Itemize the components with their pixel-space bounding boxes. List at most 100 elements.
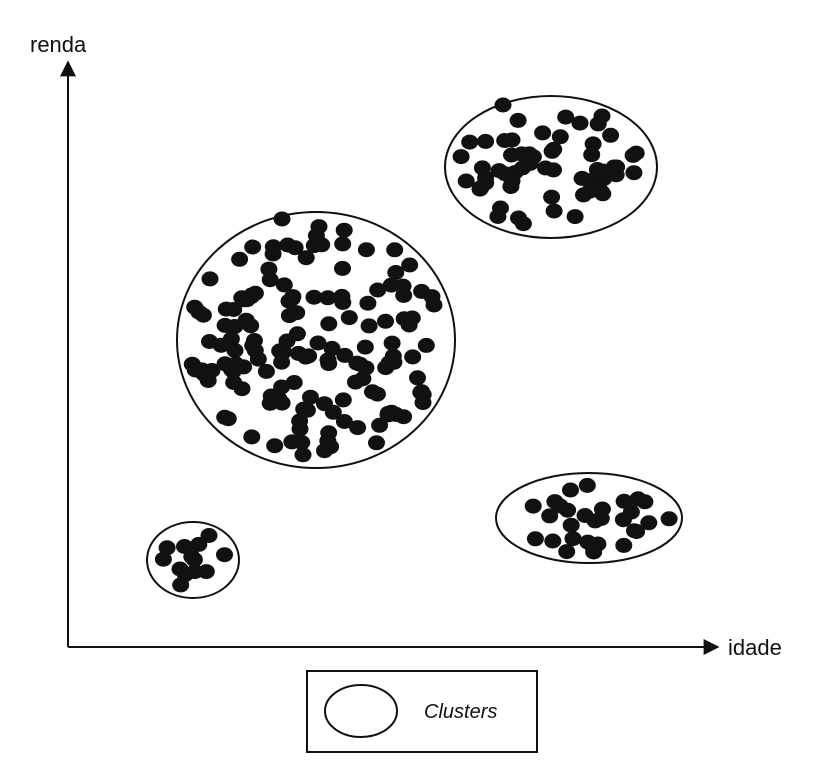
data-point-large	[386, 242, 404, 258]
data-point-large	[309, 335, 327, 351]
data-point-bottom-right	[562, 517, 580, 533]
data-point-large	[195, 366, 213, 382]
data-point-large	[359, 295, 377, 311]
data-point-top-right	[607, 167, 625, 183]
data-point-large	[201, 271, 219, 287]
data-point-large	[244, 338, 262, 354]
data-point-large	[231, 251, 249, 267]
data-point-large	[377, 313, 394, 329]
cluster-boundary-top-right	[444, 95, 658, 239]
data-point-large	[334, 392, 352, 408]
data-point-large	[297, 250, 315, 266]
data-point-bottom-right	[564, 531, 582, 547]
data-point-large	[295, 401, 313, 417]
data-point-bottom-right	[578, 477, 596, 493]
data-point-large	[285, 375, 303, 390]
data-point-top-right	[534, 125, 552, 141]
x-axis-label: idade	[728, 635, 782, 660]
data-point-large	[335, 414, 353, 429]
data-point-large	[233, 381, 251, 397]
data-point-large	[395, 287, 413, 303]
data-point-large	[273, 211, 291, 227]
data-point-large	[417, 337, 435, 353]
cluster-boundary-small	[146, 521, 240, 599]
data-point-top-right	[551, 129, 569, 145]
data-point-bottom-right	[660, 511, 678, 527]
data-point-large	[368, 435, 385, 451]
data-point-top-right	[492, 200, 509, 216]
data-point-top-right	[545, 162, 562, 178]
data-point-bottom-right	[526, 531, 544, 547]
data-point-bottom-right	[615, 537, 633, 553]
data-point-large	[360, 318, 378, 334]
data-point-top-right	[625, 165, 643, 181]
data-point-small	[154, 551, 172, 567]
data-point-large	[335, 222, 353, 238]
data-point-large	[357, 242, 375, 258]
data-point-large	[310, 219, 328, 235]
data-point-large	[280, 308, 298, 324]
data-point-bottom-right	[622, 504, 640, 520]
data-point-bottom-right	[544, 533, 562, 549]
data-point-large	[413, 384, 430, 400]
legend-label: Clusters	[424, 701, 497, 723]
data-point-top-right	[461, 134, 479, 150]
data-point-large	[425, 297, 443, 313]
data-point-large	[334, 236, 352, 252]
data-point-top-right	[602, 127, 620, 143]
data-point-top-right	[589, 116, 607, 132]
data-point-large	[349, 420, 367, 436]
data-point-bottom-right	[559, 502, 577, 518]
data-point-large	[404, 349, 422, 365]
data-point-small	[176, 566, 194, 582]
data-point-large	[302, 389, 319, 405]
data-point-large	[270, 391, 288, 407]
data-point-large	[201, 334, 218, 349]
data-point-top-right	[494, 97, 512, 113]
data-point-small	[200, 528, 218, 543]
data-point-large	[294, 447, 312, 463]
data-point-small	[185, 552, 203, 568]
data-point-large	[347, 374, 364, 390]
data-point-large	[336, 347, 354, 363]
data-point-top-right	[592, 184, 610, 200]
data-point-large	[219, 411, 237, 427]
data-point-large	[266, 438, 284, 454]
data-point-top-right	[557, 109, 575, 125]
data-point-large	[257, 363, 275, 379]
data-point-large	[323, 340, 341, 356]
data-point-large	[226, 343, 244, 358]
data-point-large	[387, 265, 405, 280]
data-point-large	[290, 345, 307, 361]
data-point-bottom-right	[546, 494, 564, 510]
data-point-small	[176, 539, 193, 554]
data-point-top-right	[571, 115, 589, 131]
data-point-large	[183, 356, 201, 372]
data-point-large	[216, 317, 234, 333]
data-point-top-right	[496, 133, 514, 148]
data-point-large	[264, 239, 282, 255]
data-point-top-right	[545, 203, 563, 219]
data-point-top-right	[545, 141, 563, 157]
data-point-large	[340, 310, 358, 326]
data-point-large	[403, 310, 421, 326]
data-point-large	[356, 339, 374, 355]
data-point-large	[409, 370, 426, 386]
data-point-top-right	[566, 209, 584, 225]
data-point-large	[293, 435, 311, 450]
data-point-large	[275, 277, 293, 293]
data-point-top-right	[583, 147, 601, 163]
data-point-top-right	[502, 179, 520, 194]
data-point-large	[216, 356, 234, 372]
data-point-large	[369, 282, 387, 298]
data-point-bottom-right	[524, 498, 542, 514]
data-point-bottom-right	[541, 508, 559, 524]
data-point-bottom-right	[576, 508, 594, 523]
y-axis-label: renda	[30, 32, 87, 57]
data-point-large	[333, 288, 351, 304]
data-point-large	[261, 272, 279, 288]
data-point-large	[379, 405, 397, 421]
data-point-large	[186, 299, 204, 315]
data-point-top-right	[513, 146, 531, 162]
